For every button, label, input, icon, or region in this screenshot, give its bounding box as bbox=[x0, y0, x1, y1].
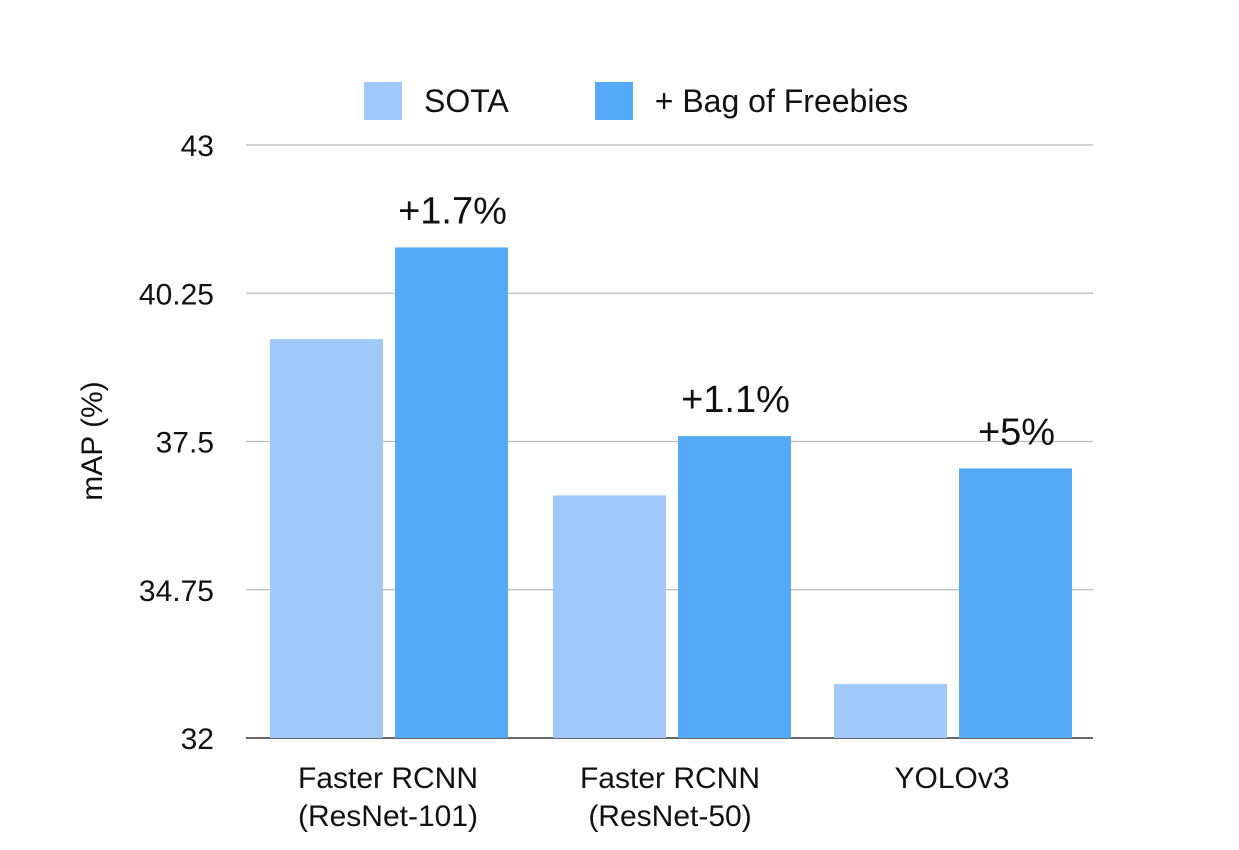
legend: SOTA + Bag of Freebies bbox=[364, 82, 908, 120]
legend-item-bag-of-freebies: + Bag of Freebies bbox=[594, 82, 909, 120]
y-tick-label: 34.75 bbox=[139, 575, 214, 608]
bar-improvement-label: +1.1% bbox=[681, 379, 790, 421]
y-axis-label: mAP (%) bbox=[76, 381, 109, 501]
x-category-label: YOLOv3 bbox=[822, 760, 1082, 798]
x-category-label: Faster RCNN (ResNet-50) bbox=[540, 760, 800, 836]
bar-sota bbox=[270, 339, 383, 738]
bar-sota bbox=[834, 684, 947, 738]
x-category-line: Faster RCNN bbox=[297, 762, 478, 795]
bar-bag-of-freebies bbox=[959, 468, 1072, 738]
legend-item-sota: SOTA bbox=[364, 82, 509, 120]
grid-lines bbox=[246, 144, 1093, 739]
x-category-label: Faster RCNN (ResNet-101) bbox=[258, 760, 518, 836]
bar-bag-of-freebies bbox=[678, 436, 791, 738]
legend-swatch-bag-of-freebies bbox=[594, 82, 633, 120]
bar-sota bbox=[553, 495, 666, 738]
legend-label-bag-of-freebies: + Bag of Freebies bbox=[654, 83, 909, 119]
bar-improvement-label: +1.7% bbox=[398, 190, 507, 232]
legend-swatch-sota bbox=[364, 82, 402, 120]
y-tick-label: 43 bbox=[181, 130, 214, 163]
y-tick-label: 37.5 bbox=[156, 427, 214, 460]
x-category-line: Faster RCNN bbox=[579, 762, 760, 795]
legend-label-sota: SOTA bbox=[424, 83, 509, 119]
y-tick-label: 32 bbox=[181, 723, 214, 756]
y-tick-labels: 43 40.25 37.5 34.75 32 bbox=[139, 130, 214, 756]
bar-annotations: +1.7% +1.1% +5% bbox=[398, 190, 1055, 453]
bars bbox=[270, 247, 1072, 738]
y-tick-label: 40.25 bbox=[139, 278, 214, 311]
x-category-line: (ResNet-101) bbox=[297, 800, 479, 833]
x-category-line: (ResNet-50) bbox=[588, 800, 752, 833]
bar-improvement-label: +5% bbox=[978, 411, 1055, 453]
x-category-line: YOLOv3 bbox=[894, 762, 1010, 795]
bar-bag-of-freebies bbox=[395, 247, 508, 738]
